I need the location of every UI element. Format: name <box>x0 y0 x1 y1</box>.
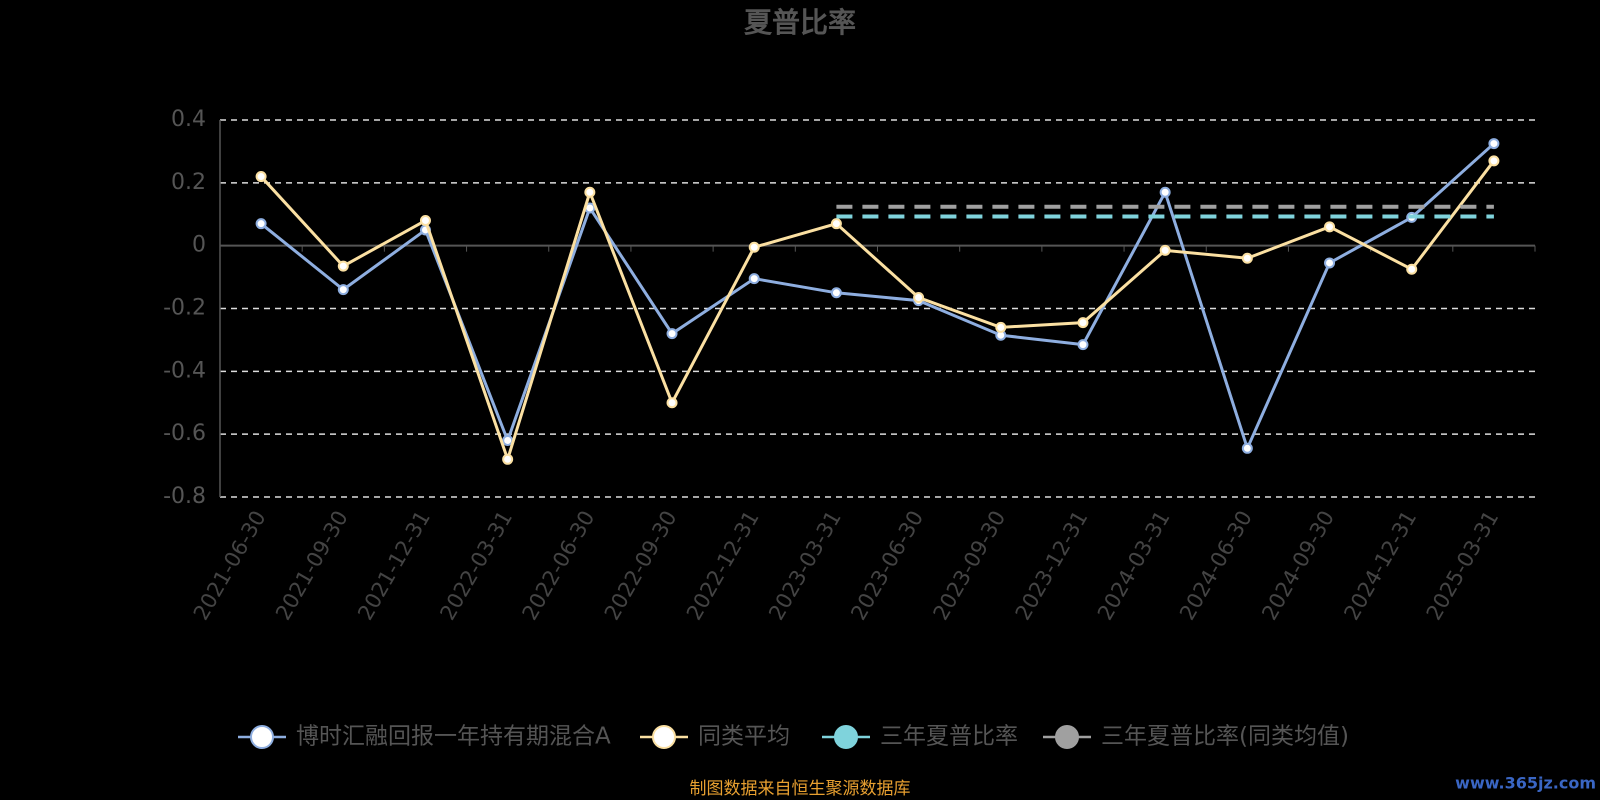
data-point <box>255 218 267 230</box>
y-tick-label: 0.2 <box>171 170 206 195</box>
data-point <box>748 273 760 285</box>
data-point <box>584 186 596 198</box>
data-point <box>1241 252 1253 264</box>
data-point <box>1488 155 1500 167</box>
data-point <box>337 284 349 296</box>
data-point <box>995 321 1007 333</box>
source-note: 制图数据来自恒生聚源数据库 <box>690 779 911 799</box>
data-point <box>1324 257 1336 269</box>
data-point <box>502 453 514 465</box>
y-tick-label: -0.2 <box>163 296 206 321</box>
data-point <box>502 434 514 446</box>
data-point <box>1406 263 1418 275</box>
series-line <box>260 142 1495 453</box>
legend-marker <box>652 725 676 749</box>
legend-label: 博时汇融回报一年持有期混合A <box>296 724 611 750</box>
data-point <box>1077 339 1089 351</box>
data-point <box>913 292 925 304</box>
data-point <box>1324 221 1336 233</box>
legend-marker <box>1055 725 1079 749</box>
y-tick-label: -0.4 <box>163 358 206 383</box>
legend-label: 三年夏普比率 <box>880 724 1018 750</box>
legend-marker <box>834 725 858 749</box>
data-point <box>830 218 842 230</box>
data-point <box>1159 186 1171 198</box>
data-point <box>666 328 678 340</box>
y-tick-label: -0.6 <box>163 421 206 446</box>
series-line <box>259 159 1496 465</box>
data-point <box>1159 244 1171 256</box>
data-point <box>1077 317 1089 329</box>
chart-title: 夏普比率 <box>744 6 856 39</box>
data-point <box>1241 442 1253 454</box>
legend-marker <box>250 725 274 749</box>
data-point <box>337 260 349 272</box>
legend-label: 三年夏普比率(同类均值) <box>1101 724 1349 750</box>
data-point <box>830 287 842 299</box>
data-point <box>748 241 760 253</box>
y-tick-label: -0.8 <box>163 484 206 509</box>
data-point <box>419 215 431 227</box>
y-tick-label: 0.4 <box>171 107 206 132</box>
data-point <box>666 397 678 409</box>
legend-label: 同类平均 <box>698 724 790 750</box>
y-tick-label: 0 <box>192 233 206 258</box>
watermark: www.365jz.com <box>1455 774 1596 793</box>
data-point <box>255 171 267 183</box>
data-point <box>1488 138 1500 150</box>
